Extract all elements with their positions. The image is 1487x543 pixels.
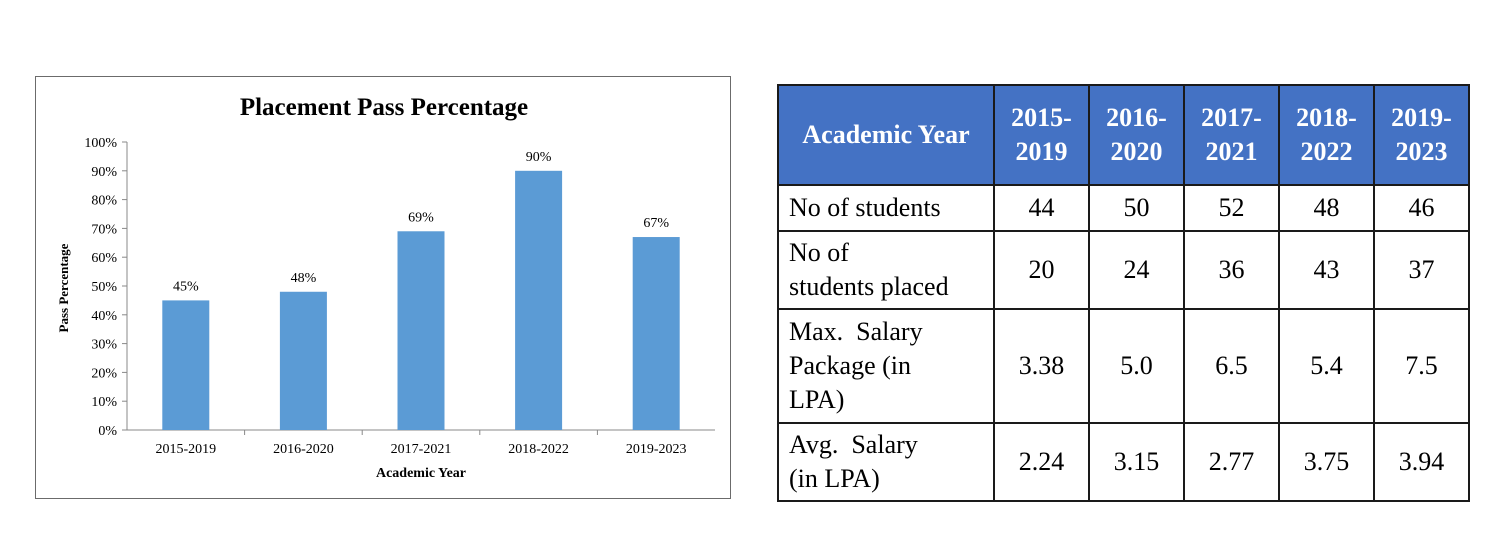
table-cell: 2.77	[1183, 422, 1280, 502]
header-year-2019-2023: 2019- 2023	[1373, 84, 1470, 186]
header-year-2017-2021: 2017- 2021	[1183, 84, 1280, 186]
table-cell: 52	[1183, 184, 1280, 232]
table-cell: 48	[1278, 184, 1375, 232]
y-tick-label: 90%	[91, 165, 117, 180]
x-tick-label: 2019-2023	[626, 442, 687, 457]
row-max-salary: Max. Salary Package (in LPA) 3.38 5.0 6.5 …	[777, 308, 1470, 424]
header-year-2018-2022: 2018- 2022	[1278, 84, 1375, 186]
bar	[279, 291, 327, 430]
table-cell: 50	[1088, 184, 1185, 232]
header-academic-year: Academic Year	[777, 84, 995, 186]
row-students-placed: No of students placed 20 24 36 43 37	[777, 230, 1470, 310]
x-tick-label: 2017-2021	[391, 442, 452, 457]
y-tick-label: 80%	[91, 194, 117, 209]
table-cell: 6.5	[1183, 308, 1280, 424]
placement-stats-table: Academic Year 2015- 2019 2016- 2020 2017- 2…	[777, 84, 1470, 502]
table-cell: 24	[1088, 230, 1185, 310]
y-axis-title: Pass Percentage	[56, 243, 71, 332]
y-tick-label: 100%	[84, 136, 117, 151]
data-label: 48%	[291, 271, 317, 286]
table-cell: 5.4	[1278, 308, 1375, 424]
y-tick-label: 70%	[91, 222, 117, 237]
row-label: No of students	[777, 184, 995, 232]
table-cell: 44	[993, 184, 1090, 232]
data-label: 67%	[643, 216, 669, 231]
table-cell: 20	[993, 230, 1090, 310]
bar-chart-panel: Placement Pass Percentage Pass Percentag…	[35, 76, 731, 499]
y-tick-label: 0%	[98, 424, 117, 439]
table-cell: 3.94	[1373, 422, 1470, 502]
table-cell: 46	[1373, 184, 1470, 232]
table-cell: 37	[1373, 230, 1470, 310]
row-label: Avg. Salary (in LPA)	[777, 422, 995, 502]
table-cell: 2.24	[993, 422, 1090, 502]
y-tick-label: 10%	[91, 395, 117, 410]
y-tick-label: 60%	[91, 251, 117, 266]
data-label: 90%	[526, 150, 552, 165]
x-axis-title: Academic Year	[376, 466, 466, 481]
header-year-2015-2019: 2015- 2019	[993, 84, 1090, 186]
bar-chart: Placement Pass Percentage Pass Percentag…	[56, 94, 715, 481]
table-cell: 3.38	[993, 308, 1090, 424]
table-cell: 43	[1278, 230, 1375, 310]
table-cell: 36	[1183, 230, 1280, 310]
placement-stats-table-wrap: Academic Year 2015- 2019 2016- 2020 2017- 2…	[777, 84, 1470, 502]
y-tick-label: 50%	[91, 280, 117, 295]
chart-title: Placement Pass Percentage	[240, 94, 528, 121]
row-label: No of students placed	[777, 230, 995, 310]
x-tick-label: 2018-2022	[508, 442, 569, 457]
bar	[632, 237, 680, 430]
data-label: 69%	[408, 210, 434, 225]
row-label: Max. Salary Package (in LPA)	[777, 308, 995, 424]
header-year-2016-2020: 2016- 2020	[1088, 84, 1185, 186]
y-tick-label: 40%	[91, 309, 117, 324]
bar	[162, 300, 210, 430]
table-cell: 3.15	[1088, 422, 1185, 502]
x-tick-label: 2015-2019	[155, 442, 216, 457]
table-cell: 5.0	[1088, 308, 1185, 424]
row-avg-salary: Avg. Salary (in LPA) 2.24 3.15 2.77 3.75 …	[777, 422, 1470, 502]
bar	[397, 231, 445, 430]
x-tick-label: 2016-2020	[273, 442, 334, 457]
bar	[515, 170, 563, 431]
y-tick-label: 20%	[91, 366, 117, 381]
data-label: 45%	[173, 279, 199, 294]
table-cell: 3.75	[1278, 422, 1375, 502]
row-no-of-students: No of students 44 50 52 48 46	[777, 184, 1470, 232]
table-cell: 7.5	[1373, 308, 1470, 424]
y-tick-label: 30%	[91, 338, 117, 353]
